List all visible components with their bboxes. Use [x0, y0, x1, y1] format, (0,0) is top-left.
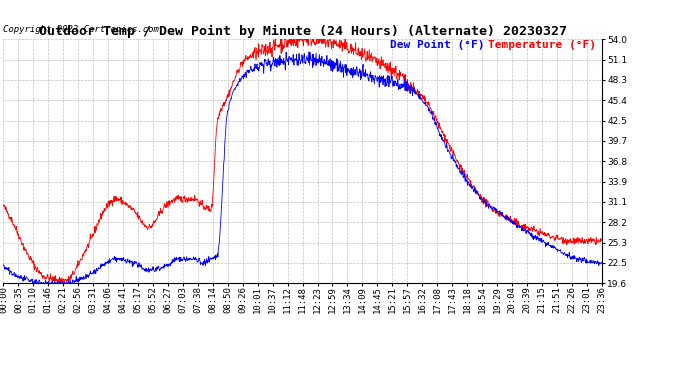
Legend: Dew Point (°F), Temperature (°F): Dew Point (°F), Temperature (°F) [391, 40, 596, 50]
Title: Outdoor Temp / Dew Point by Minute (24 Hours) (Alternate) 20230327: Outdoor Temp / Dew Point by Minute (24 H… [39, 25, 566, 38]
Text: Copyright 2023 Cartronics.com: Copyright 2023 Cartronics.com [3, 26, 159, 34]
